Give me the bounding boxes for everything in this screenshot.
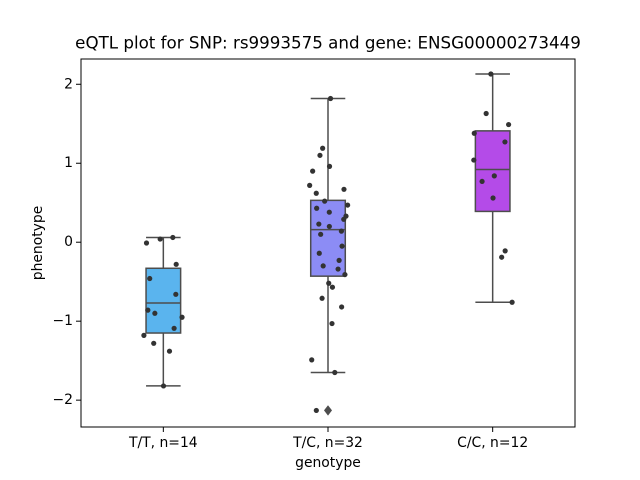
point xyxy=(319,295,325,301)
point xyxy=(326,280,332,286)
point xyxy=(341,186,347,192)
point xyxy=(327,95,334,102)
point xyxy=(171,325,177,331)
point xyxy=(329,320,335,327)
point xyxy=(479,178,485,185)
point xyxy=(326,163,333,169)
point xyxy=(157,236,163,242)
point xyxy=(345,202,351,208)
outlier xyxy=(324,405,332,416)
point xyxy=(499,254,505,260)
point xyxy=(173,291,179,297)
x-tick-label: T/T, n=14 xyxy=(128,435,198,451)
point xyxy=(316,221,322,227)
point xyxy=(335,266,341,272)
point xyxy=(490,195,496,201)
point xyxy=(179,314,185,320)
x-tick-label: T/C, n=32 xyxy=(292,435,363,451)
point xyxy=(471,130,477,136)
y-axis-label: phenotype xyxy=(30,206,46,281)
y-tick-label: 0 xyxy=(64,234,73,250)
point xyxy=(313,190,319,196)
point xyxy=(309,357,315,363)
y-tick-label: 2 xyxy=(64,76,73,92)
point xyxy=(338,228,345,234)
point xyxy=(342,271,348,278)
point xyxy=(151,340,157,346)
point xyxy=(317,152,323,158)
point xyxy=(339,243,345,249)
point xyxy=(147,275,153,282)
point xyxy=(160,383,167,389)
point xyxy=(318,231,324,237)
point xyxy=(320,263,326,269)
y-tick-label: 1 xyxy=(64,155,73,171)
point xyxy=(491,173,497,179)
point xyxy=(173,261,179,267)
point xyxy=(488,71,494,77)
y-tick-label: −1 xyxy=(53,313,73,329)
point xyxy=(471,157,477,163)
point xyxy=(145,307,151,313)
point xyxy=(310,168,316,174)
box xyxy=(145,267,182,334)
point xyxy=(170,234,176,241)
point xyxy=(166,348,173,354)
point xyxy=(329,284,336,290)
point xyxy=(339,304,345,310)
chart-title: eQTL plot for SNP: rs9993575 and gene: E… xyxy=(75,33,581,53)
x-axis-label: genotype xyxy=(295,455,361,471)
x-tick-label: C/C, n=12 xyxy=(457,435,528,451)
point xyxy=(506,121,512,128)
point xyxy=(320,145,326,151)
point xyxy=(326,209,332,215)
point xyxy=(332,369,338,376)
point xyxy=(483,110,489,117)
point xyxy=(307,182,313,188)
point xyxy=(326,223,332,230)
point xyxy=(502,139,508,145)
y-tick-label: −2 xyxy=(53,392,73,408)
point xyxy=(336,257,342,263)
point xyxy=(341,216,347,222)
point xyxy=(509,299,515,305)
point xyxy=(322,198,328,204)
plot-area xyxy=(141,71,515,416)
point xyxy=(502,248,508,254)
point xyxy=(314,205,320,211)
point xyxy=(152,310,158,316)
point xyxy=(316,250,322,256)
point xyxy=(143,240,150,246)
point xyxy=(141,332,147,338)
point xyxy=(313,407,319,414)
